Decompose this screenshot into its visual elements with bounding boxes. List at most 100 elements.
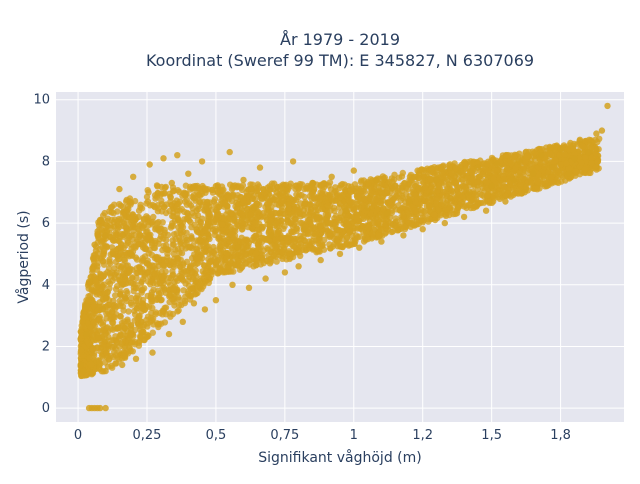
data-point bbox=[124, 262, 131, 269]
data-point bbox=[535, 171, 542, 178]
data-point bbox=[548, 159, 555, 166]
data-point bbox=[150, 244, 158, 251]
data-point bbox=[426, 203, 433, 210]
data-point bbox=[494, 161, 501, 168]
data-point bbox=[239, 210, 246, 217]
data-point bbox=[176, 198, 184, 205]
data-point bbox=[141, 245, 148, 252]
data-point bbox=[468, 168, 475, 176]
data-point bbox=[137, 326, 144, 333]
data-point bbox=[273, 197, 280, 204]
data-point bbox=[264, 201, 271, 208]
data-point bbox=[189, 193, 196, 201]
data-point bbox=[386, 199, 393, 206]
data-point bbox=[229, 281, 236, 288]
y-tick-label: 4 bbox=[42, 278, 50, 293]
data-point bbox=[194, 256, 202, 263]
data-point bbox=[328, 186, 335, 193]
data-point bbox=[129, 211, 136, 218]
data-point bbox=[205, 279, 212, 287]
data-point bbox=[120, 222, 127, 230]
data-point bbox=[158, 183, 165, 191]
data-point bbox=[148, 219, 155, 226]
data-point bbox=[129, 222, 136, 229]
data-point bbox=[127, 250, 134, 258]
data-point bbox=[125, 234, 133, 241]
data-point bbox=[247, 211, 254, 218]
data-point bbox=[232, 227, 239, 235]
data-point bbox=[279, 197, 287, 204]
data-point bbox=[110, 237, 117, 244]
data-point bbox=[335, 226, 343, 234]
data-point bbox=[471, 203, 478, 210]
data-point bbox=[107, 222, 114, 229]
data-point bbox=[594, 158, 601, 165]
data-point bbox=[337, 182, 344, 189]
x-tick-label: 1,5 bbox=[481, 428, 502, 443]
data-point bbox=[147, 281, 154, 288]
data-point bbox=[168, 258, 175, 266]
data-point bbox=[572, 168, 580, 175]
data-point bbox=[89, 266, 96, 273]
data-point bbox=[410, 186, 417, 193]
data-point bbox=[182, 182, 190, 189]
data-point bbox=[369, 230, 376, 238]
data-point bbox=[170, 187, 178, 194]
data-point bbox=[267, 185, 274, 193]
data-point bbox=[179, 192, 186, 199]
data-point bbox=[438, 169, 446, 177]
data-point bbox=[469, 196, 476, 204]
data-point bbox=[397, 197, 404, 204]
data-point bbox=[480, 199, 488, 206]
data-point bbox=[202, 227, 209, 234]
chart-subtitle: Koordinat (Sweref 99 TM): E 345827, N 63… bbox=[146, 51, 534, 70]
data-point bbox=[112, 292, 119, 299]
data-point bbox=[288, 217, 296, 225]
data-point bbox=[149, 349, 156, 356]
data-point bbox=[521, 189, 528, 196]
chart-title: År 1979 - 2019 bbox=[280, 30, 400, 49]
data-point bbox=[481, 187, 488, 195]
data-point bbox=[482, 207, 490, 214]
data-point bbox=[188, 224, 195, 231]
data-point bbox=[384, 226, 391, 233]
data-point bbox=[102, 404, 109, 412]
data-point bbox=[200, 283, 207, 290]
data-point bbox=[313, 201, 320, 209]
data-point bbox=[505, 170, 512, 177]
y-tick-label: 6 bbox=[42, 216, 50, 231]
data-point bbox=[443, 183, 450, 190]
data-point bbox=[173, 204, 181, 211]
data-point bbox=[428, 165, 436, 173]
data-point bbox=[543, 182, 550, 190]
data-point bbox=[531, 150, 538, 157]
data-point bbox=[239, 225, 246, 232]
data-point bbox=[222, 269, 229, 276]
data-point bbox=[143, 200, 150, 207]
data-point bbox=[279, 189, 286, 196]
data-point bbox=[192, 245, 200, 252]
data-point bbox=[103, 244, 110, 251]
data-point bbox=[510, 191, 517, 199]
data-point bbox=[222, 199, 229, 207]
data-point bbox=[116, 185, 123, 193]
data-point bbox=[195, 191, 203, 198]
data-point bbox=[170, 231, 178, 238]
data-point bbox=[174, 152, 181, 159]
data-point bbox=[186, 244, 194, 251]
data-point bbox=[283, 234, 290, 242]
data-point bbox=[588, 159, 595, 167]
data-point bbox=[258, 256, 266, 264]
data-point bbox=[404, 209, 411, 216]
data-point bbox=[101, 359, 109, 366]
data-point bbox=[474, 179, 481, 186]
data-point bbox=[118, 340, 125, 347]
data-point bbox=[272, 220, 280, 227]
data-point bbox=[198, 158, 206, 165]
data-point bbox=[187, 262, 195, 269]
data-point bbox=[354, 225, 361, 232]
data-point bbox=[182, 235, 189, 242]
data-point bbox=[127, 241, 135, 248]
data-point bbox=[175, 302, 183, 309]
data-point bbox=[565, 170, 573, 177]
